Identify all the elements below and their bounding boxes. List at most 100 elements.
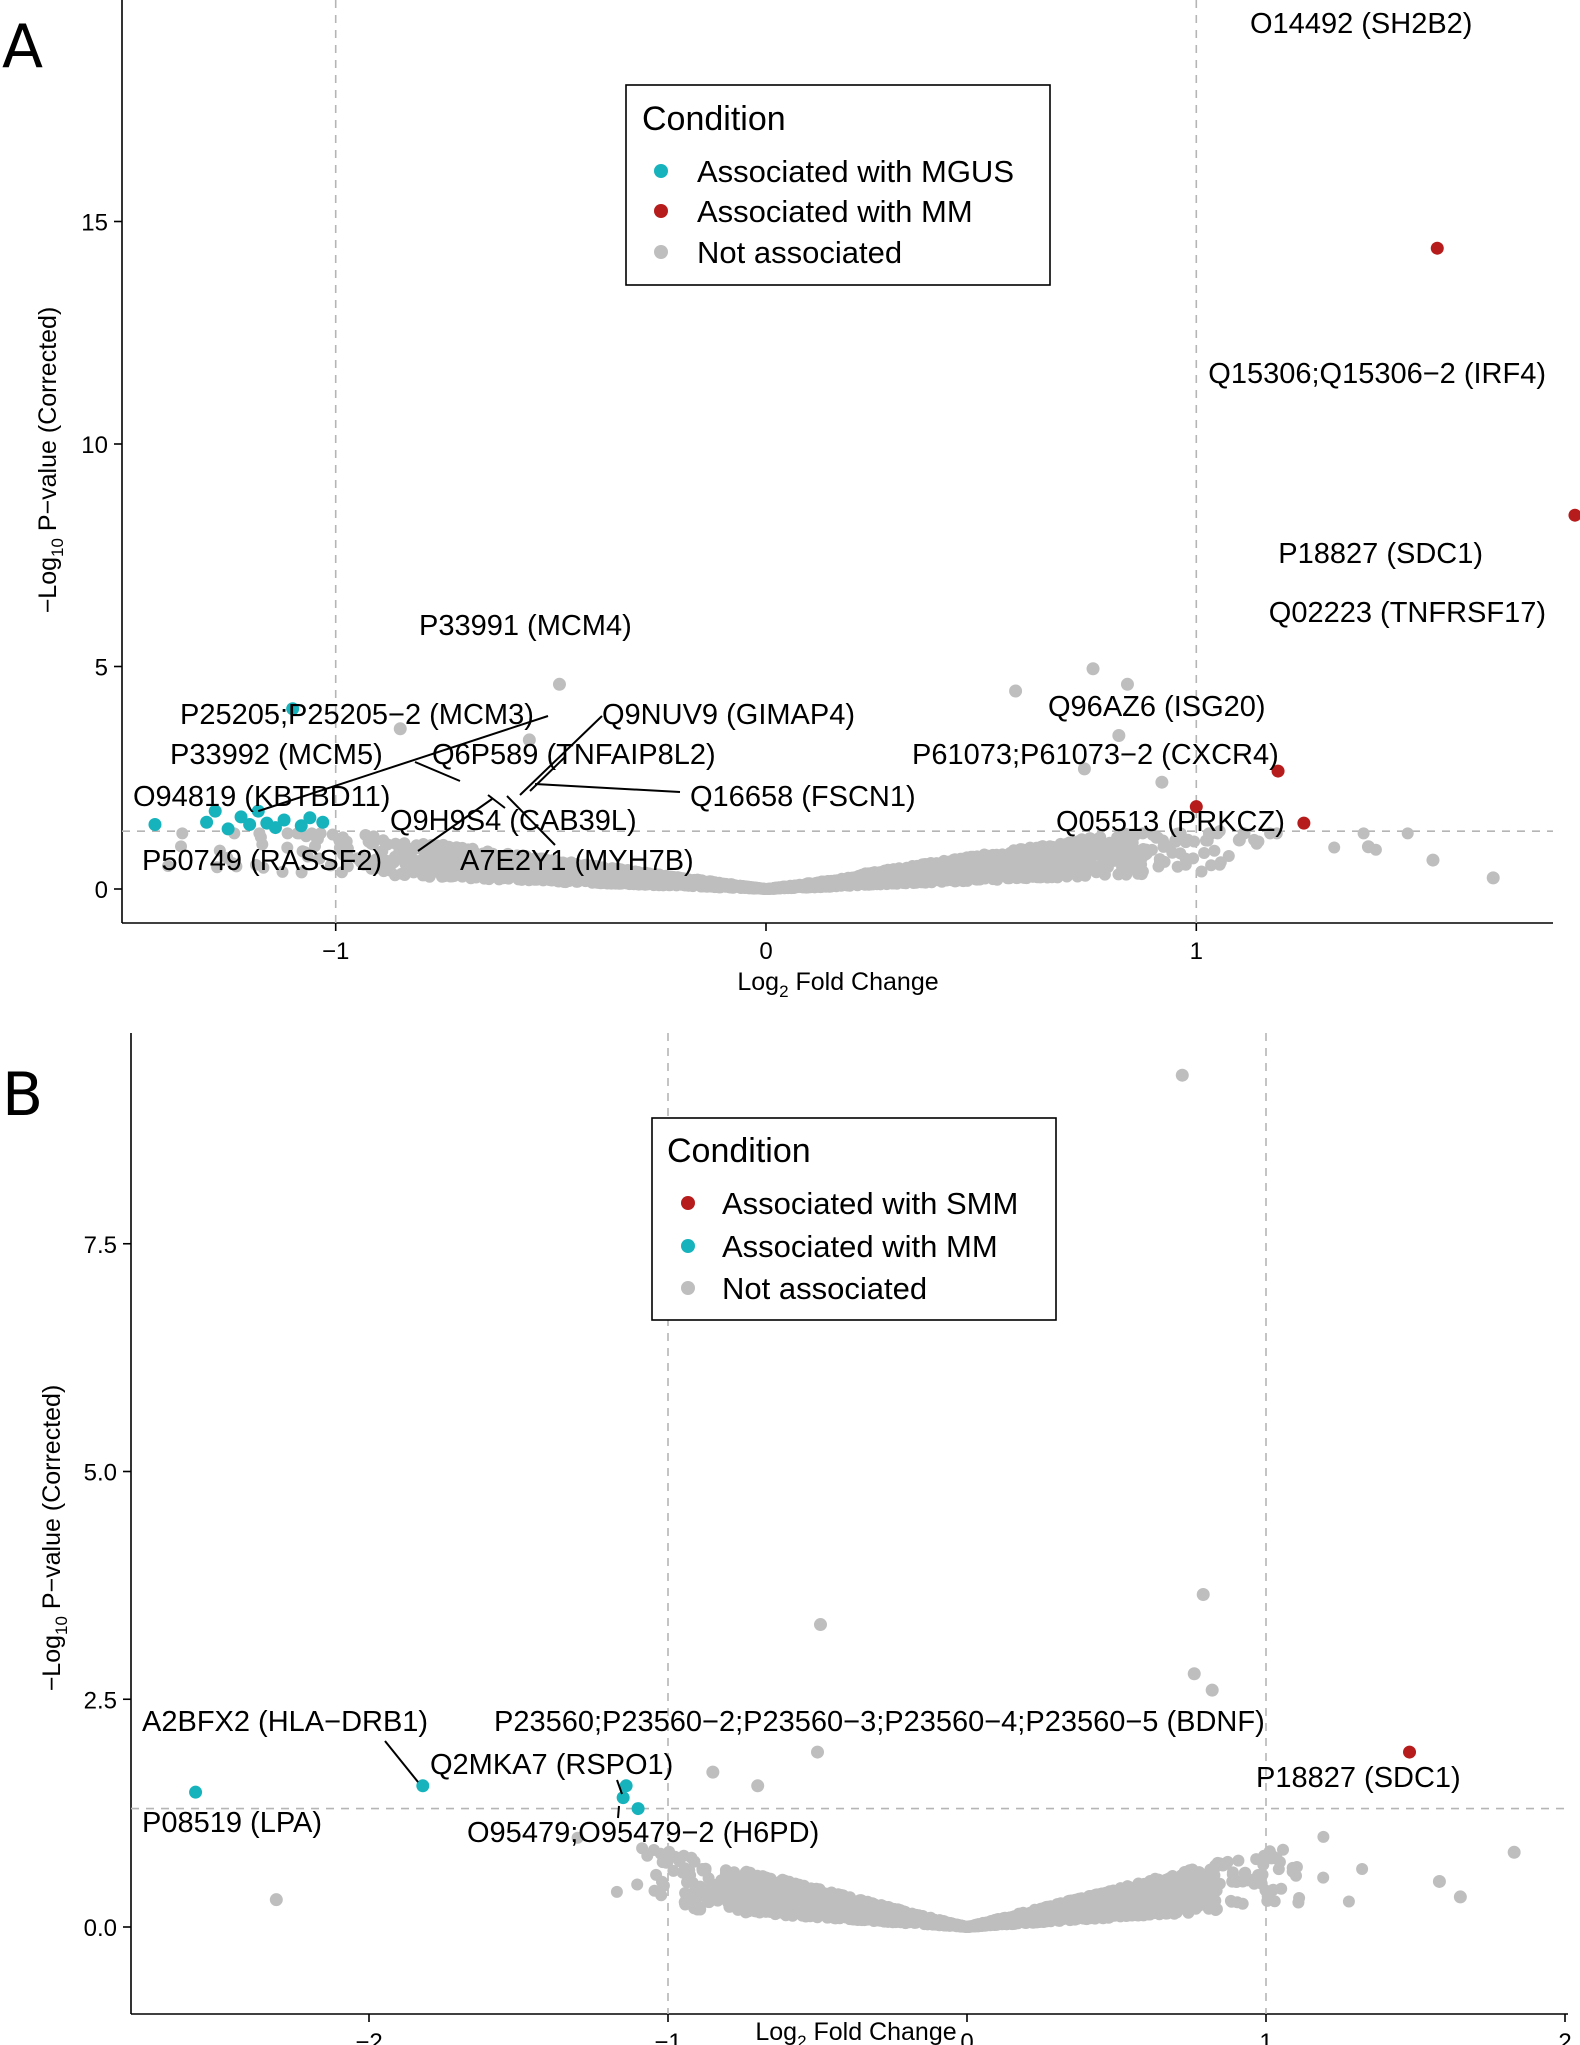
ns-point [573, 870, 586, 883]
ns-point [1317, 1871, 1330, 1884]
ns-point [1169, 835, 1182, 848]
ns-point [1248, 833, 1261, 846]
ns-point [1067, 847, 1080, 860]
ns-point [1356, 1863, 1369, 1875]
ns-point [650, 1868, 663, 1881]
ns-point [333, 841, 346, 854]
point-label: Q05513 (PRKCZ) [1056, 806, 1285, 838]
y-tick-label: 5 [95, 655, 108, 682]
y-tick-label: 10 [81, 432, 108, 459]
ns-point [558, 862, 571, 875]
ns-notable-point [1112, 728, 1126, 742]
ns-point [1067, 838, 1080, 851]
ns-notable-point [1155, 775, 1169, 789]
point-label: O14492 (SH2B2) [1250, 8, 1472, 40]
ns-point [571, 1831, 584, 1844]
ns-point [765, 882, 778, 895]
ns-point [688, 1855, 701, 1868]
legend-swatch-mm [654, 204, 668, 218]
ns-point [1070, 864, 1083, 877]
point-label: Q9NUV9 (GIMAP4) [602, 699, 855, 731]
legend-label-not-associated: Not associated [697, 235, 902, 270]
point-label: Q96AZ6 (ISG20) [1048, 691, 1266, 723]
ns-point [1126, 1881, 1138, 1894]
ns-point [377, 834, 390, 847]
ns-point [1357, 827, 1370, 840]
ns-point [702, 1872, 715, 1885]
ns-point [537, 854, 550, 867]
ns-point [1008, 871, 1020, 884]
ns-point [806, 877, 819, 890]
point-label: O94819 (KBTBD11) [133, 781, 390, 813]
ns-point [972, 873, 985, 886]
ns-point [254, 831, 267, 844]
panel-a-x-axis-title: Log2 Fold Change [737, 968, 938, 1001]
ns-point [676, 1866, 689, 1879]
ns-point [381, 859, 393, 872]
ns-notable-point [1009, 684, 1023, 698]
ns-point [1208, 844, 1221, 857]
ns-point [336, 831, 349, 844]
ns-point [694, 1880, 707, 1893]
ns-point [1146, 828, 1159, 841]
panel-a-threshold-lines [122, 0, 1553, 923]
ns-point [211, 861, 224, 874]
ns-point [1250, 1853, 1263, 1866]
ns-point [777, 881, 789, 894]
ns-point [1136, 865, 1149, 878]
ns-point [1286, 1861, 1299, 1874]
ns-notable-point [1361, 840, 1375, 854]
label-leader-line [414, 761, 461, 782]
ns-point [679, 1898, 692, 1911]
ns-point [1157, 840, 1170, 853]
ns-point [305, 827, 318, 840]
ns-point [397, 844, 410, 857]
ns-point [1043, 840, 1056, 853]
panel-a-legend: Condition Associated with MGUS Associate… [625, 84, 1051, 286]
down-regulated-point [243, 817, 257, 831]
point-label: Q02223 (TNFRSF17) [1269, 597, 1546, 629]
ns-point [359, 829, 372, 841]
ns-point [916, 1916, 929, 1929]
point-label: P33991 (MCM4) [419, 610, 632, 642]
up-regulated-point [1271, 764, 1285, 778]
ns-point [711, 1894, 724, 1907]
ns-notable-point [1486, 871, 1500, 885]
ns-point [931, 858, 944, 871]
ns-point [1209, 1904, 1222, 1916]
ns-point [648, 1884, 661, 1897]
ns-point [822, 877, 835, 890]
ns-point [636, 1842, 649, 1855]
ns-point [760, 1871, 773, 1884]
label-leader-line [506, 795, 556, 846]
ns-point [1128, 859, 1141, 872]
ns-point [1226, 1866, 1239, 1879]
down-regulated-point [208, 804, 222, 818]
down-regulated-point [303, 811, 317, 825]
up-regulated-point [1189, 800, 1203, 814]
y-tick-label: 0 [95, 877, 108, 904]
ns-point [590, 867, 603, 880]
panel-a-notable-grey-points [393, 662, 1500, 885]
panel-letter-a: A [2, 12, 43, 82]
ns-point [1198, 847, 1211, 859]
ns-point [951, 872, 964, 884]
ns-point [495, 859, 508, 871]
ns-point [366, 838, 379, 851]
ns-notable-point [522, 733, 536, 747]
ns-point [1248, 1873, 1261, 1886]
ns-point [669, 1850, 681, 1863]
point-label: P50749 (RASSF2) [142, 845, 382, 877]
ns-point [1059, 863, 1072, 876]
ns-point [176, 827, 189, 840]
label-leader-line [257, 715, 549, 813]
ns-point [870, 874, 883, 887]
ns-point [1102, 850, 1115, 863]
up-regulated-point [1568, 508, 1580, 522]
ns-point [376, 845, 389, 858]
ns-point [695, 877, 708, 890]
panel-a-not-associated-points [162, 825, 1414, 895]
ns-point [978, 855, 990, 868]
ns-point [1277, 1843, 1289, 1856]
